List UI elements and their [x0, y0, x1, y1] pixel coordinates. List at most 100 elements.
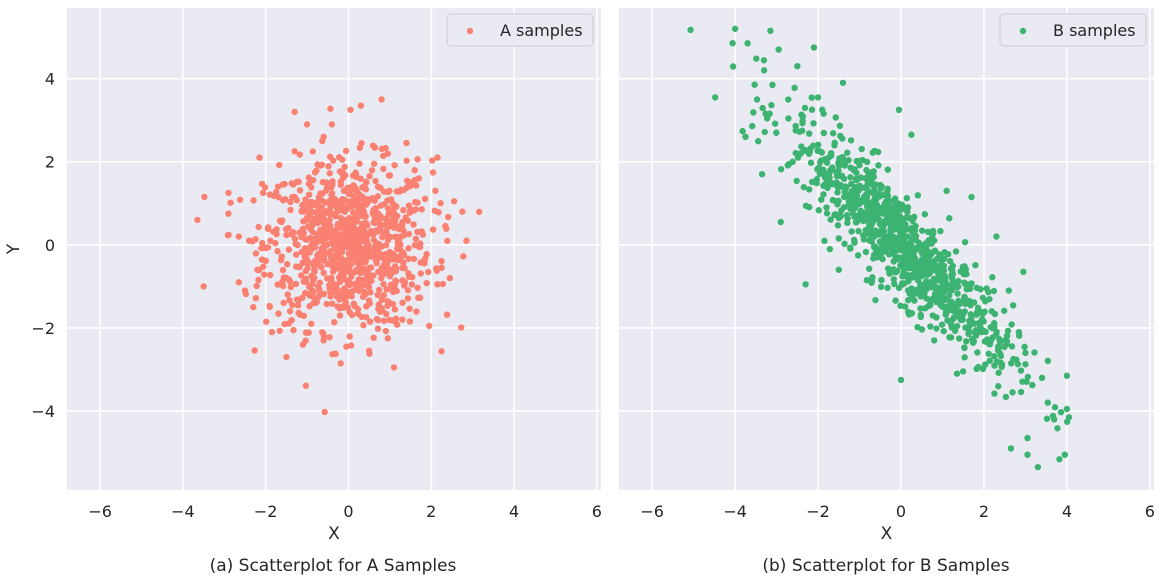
scatter-point — [357, 102, 365, 109]
scatter-point — [901, 246, 908, 254]
scatter-point — [438, 348, 445, 355]
scatter-point — [820, 191, 827, 198]
scatter-point — [986, 357, 993, 364]
scatter-point — [805, 130, 813, 137]
scatter-point — [394, 241, 401, 248]
scatter-point — [371, 197, 378, 204]
scatter-point — [821, 174, 829, 181]
scatter-point — [270, 228, 277, 235]
scatter-point — [421, 260, 428, 267]
scatter-point — [777, 166, 785, 173]
scatter-points — [194, 96, 483, 416]
scatter-point — [947, 320, 955, 328]
scatter-point — [941, 249, 948, 256]
scatter-point — [434, 154, 441, 161]
scatter-point — [1007, 360, 1015, 367]
panel-caption: (b) Scatterplot for B Samples — [762, 556, 1009, 576]
scatter-point — [392, 265, 400, 272]
scatter-point — [323, 179, 330, 186]
scatter-point — [255, 276, 262, 284]
scatter-point — [863, 277, 870, 284]
scatter-point — [908, 285, 915, 292]
scatter-point — [347, 255, 355, 262]
scatter-point — [287, 283, 295, 291]
scatter-point — [970, 338, 978, 345]
scatter-point — [374, 183, 382, 190]
scatter-point — [342, 257, 350, 264]
scatter-point — [412, 198, 419, 206]
scatter-point — [789, 158, 796, 166]
scatter-point — [302, 289, 309, 297]
scatter-point — [847, 244, 854, 251]
scatter-point — [353, 266, 360, 273]
scatter-point — [940, 267, 948, 274]
scatter-point — [283, 260, 291, 268]
scatter-point — [361, 182, 368, 190]
scatter-point — [791, 84, 798, 92]
scatter-point — [977, 325, 985, 333]
scatter-point — [901, 303, 909, 310]
scatter-point — [383, 286, 390, 293]
scatter-point — [1016, 332, 1023, 339]
scatter-point — [799, 119, 806, 127]
scatter-point — [1004, 327, 1012, 335]
scatter-point — [901, 280, 908, 287]
scatter-point — [346, 280, 354, 288]
scatter-point — [1021, 343, 1028, 351]
scatter-point — [1000, 307, 1008, 314]
scatter-point — [969, 319, 976, 326]
scatter-point — [890, 276, 897, 283]
scatter-point — [946, 334, 953, 341]
scatter-point — [729, 40, 736, 47]
scatter-point — [961, 344, 968, 351]
scatter-point — [384, 335, 392, 342]
scatter-point — [854, 252, 862, 259]
scatter-point — [312, 296, 320, 304]
scatter-point — [908, 131, 915, 138]
scatter-point — [328, 255, 336, 262]
scatter-point — [340, 263, 347, 271]
scatter-point — [280, 299, 287, 307]
scatter-point — [380, 201, 388, 208]
scatter-point — [370, 160, 378, 167]
scatter-point — [360, 248, 367, 255]
scatter-point — [938, 321, 946, 328]
scatter-points — [687, 25, 1073, 471]
scatter-point — [767, 27, 774, 35]
scatter-point — [400, 259, 407, 266]
scatter-point — [834, 189, 841, 196]
scatter-point — [841, 183, 849, 191]
scatter-point — [359, 207, 366, 214]
scatter-point — [886, 210, 894, 218]
scatter-point — [316, 286, 323, 293]
scatter-point — [390, 256, 398, 263]
scatter-point — [393, 321, 401, 328]
x-tick-label: 6 — [592, 502, 602, 521]
scatter-point — [368, 277, 375, 285]
scatter-point — [303, 236, 310, 243]
scatter-point — [258, 244, 265, 252]
scatter-point — [326, 153, 334, 160]
scatter-point — [888, 234, 896, 241]
x-tick-label: −4 — [171, 502, 195, 521]
scatter-point — [954, 290, 961, 297]
scatter-point — [845, 157, 852, 164]
scatter-point — [816, 159, 824, 166]
scatter-point — [279, 266, 287, 274]
scatter-point — [311, 169, 319, 176]
scatter-point — [293, 251, 300, 258]
scatter-point — [250, 303, 257, 311]
x-tick-label: 2 — [979, 502, 989, 521]
scatter-point — [814, 166, 821, 173]
scatter-point — [898, 241, 905, 248]
scatter-point — [810, 44, 818, 51]
scatter-point — [266, 271, 274, 279]
scatter-point — [361, 288, 368, 295]
scatter-point — [991, 362, 998, 369]
scatter-point — [303, 259, 310, 266]
scatter-point — [1054, 425, 1061, 432]
scatter-point — [392, 277, 399, 284]
scatter-point — [914, 192, 922, 199]
scatter-point — [370, 211, 377, 218]
scatter-point — [1057, 408, 1065, 416]
